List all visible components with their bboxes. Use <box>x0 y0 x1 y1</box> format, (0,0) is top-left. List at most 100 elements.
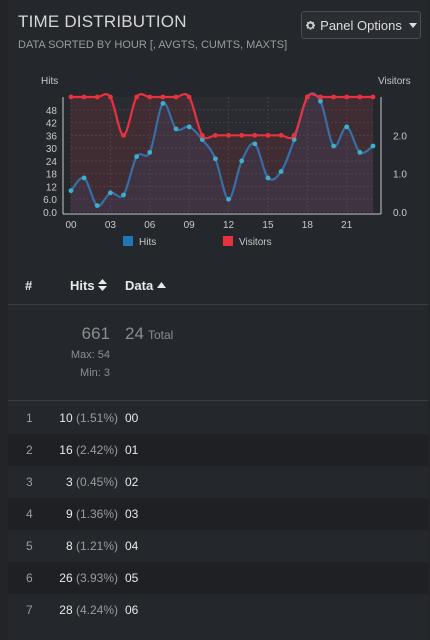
row-hits: 8 (1.21%) <box>66 539 118 553</box>
data-point-hits <box>68 188 74 194</box>
left-tick-label: 12 <box>46 182 58 193</box>
row-number: 7 <box>26 603 33 617</box>
hits-total: 661 <box>81 324 110 343</box>
row-hits: 10 (1.51%) <box>59 411 118 425</box>
row-data: 05 <box>125 571 139 585</box>
panel-options-label: Panel Options <box>320 17 402 33</box>
row-hits-value: 28 <box>59 603 73 617</box>
panel-options-button[interactable]: Panel Options <box>301 11 421 39</box>
data-point-visitors <box>265 132 271 138</box>
panel-subtitle: DATA SORTED BY HOUR [, AVGTS, CUMTS, MAX… <box>18 39 288 51</box>
left-axis-label: Hits <box>41 76 58 87</box>
series-area-visitors <box>71 94 373 212</box>
data-point-hits <box>278 169 284 174</box>
data-point-visitors <box>186 94 192 100</box>
col-hits-header[interactable]: Hits <box>70 278 108 293</box>
data-point-hits <box>344 124 350 130</box>
row-hits-value: 10 <box>59 411 73 425</box>
x-tick-label: 06 <box>144 220 156 231</box>
left-tick-label: 30 <box>46 144 58 155</box>
legend-swatch-hits <box>123 236 133 246</box>
row-hits-value: 3 <box>65 475 73 489</box>
row-hits-percent: (1.36%) <box>75 507 118 521</box>
data-point-hits <box>199 137 205 142</box>
table-summary-row: 661 Max: 54 Min: 3 24 Total <box>8 305 428 401</box>
col-data-header[interactable]: Data <box>125 278 166 293</box>
row-data: 00 <box>125 411 139 425</box>
row-hits-percent: (2.42%) <box>75 443 118 457</box>
data-point-hits <box>186 124 192 130</box>
left-tick-label: 48 <box>46 106 58 117</box>
row-number: 1 <box>26 411 33 425</box>
series-area-hits <box>71 93 373 212</box>
data-point-visitors <box>331 94 337 100</box>
data-point-visitors <box>304 94 310 100</box>
data-point-hits <box>357 149 363 155</box>
data-point-visitors <box>291 132 297 138</box>
data-point-hits <box>318 98 323 104</box>
gear-icon <box>306 20 316 30</box>
row-data: 03 <box>125 507 139 521</box>
row-data: 01 <box>125 443 139 457</box>
x-tick-label: 21 <box>341 220 353 231</box>
data-total-label: Total <box>148 328 174 342</box>
data-point-hits <box>147 149 153 155</box>
left-tick-label: 42 <box>46 119 58 130</box>
data-point-hits <box>173 126 179 132</box>
row-hits-value: 9 <box>65 507 73 521</box>
table-header: # Hits Data <box>8 268 428 305</box>
data-point-hits <box>252 141 258 147</box>
data-point-visitors <box>94 94 100 100</box>
row-number: 5 <box>26 539 33 553</box>
data-point-hits <box>226 196 231 202</box>
x-tick-label: 12 <box>223 220 235 231</box>
data-point-hits <box>160 100 166 106</box>
data-point-visitors <box>252 132 258 138</box>
row-hits: 28 (4.24%) <box>59 603 118 617</box>
left-tick-label: 0.0 <box>43 208 57 219</box>
row-hits: 3 (0.45%) <box>66 475 118 489</box>
data-point-hits <box>291 137 297 142</box>
data-point-visitors <box>357 94 363 100</box>
table-row[interactable]: 2 16 (2.42%) 01 <box>8 434 428 466</box>
row-hits: 16 (2.42%) <box>59 443 118 457</box>
row-hits-value: 26 <box>59 571 73 585</box>
left-tick-label: 6.0 <box>43 195 57 206</box>
col-data-label: Data <box>125 278 154 293</box>
plot-area <box>71 97 373 212</box>
data-point-visitors <box>134 94 140 100</box>
left-tick-label: 36 <box>46 131 58 142</box>
right-tick-label: 1.0 <box>393 170 407 181</box>
row-number: 6 <box>26 571 33 585</box>
left-tick-label: 18 <box>46 170 58 181</box>
row-data: 02 <box>125 475 139 489</box>
table-row[interactable]: 7 28 (4.24%) 06 <box>8 594 428 626</box>
data-point-visitors <box>278 132 284 138</box>
table-row[interactable]: 4 9 (1.36%) 03 <box>8 498 428 530</box>
row-hits-percent: (3.93%) <box>75 571 118 585</box>
sort-both-icon <box>98 279 108 291</box>
data-point-visitors <box>147 94 153 100</box>
table-row[interactable]: 1 10 (1.51%) 00 <box>8 402 428 434</box>
time-distribution-panel: TIME DISTRIBUTION DATA SORTED BY HOUR [,… <box>8 0 428 640</box>
table-row[interactable]: 5 8 (1.21%) 04 <box>8 530 428 562</box>
row-data: 04 <box>125 539 139 553</box>
table-row[interactable]: 6 26 (3.93%) 05 <box>8 562 428 594</box>
hits-min: Min: 3 <box>80 367 110 379</box>
data-point-hits <box>94 203 100 209</box>
row-hits-value: 16 <box>59 443 73 457</box>
data-total: 24 <box>125 324 144 343</box>
row-hits-percent: (1.21%) <box>75 539 118 553</box>
row-hits: 9 (1.36%) <box>66 507 118 521</box>
row-hits-percent: (0.45%) <box>75 475 118 489</box>
row-hits-value: 8 <box>65 539 73 553</box>
data-point-hits <box>81 175 87 181</box>
data-point-hits <box>265 175 271 181</box>
data-point-visitors <box>370 94 376 100</box>
left-tick-label: 24 <box>46 157 58 168</box>
data-point-visitors <box>173 94 179 100</box>
data-point-visitors <box>68 94 74 100</box>
right-tick-label: 2.0 <box>393 131 407 142</box>
row-data: 06 <box>125 603 139 617</box>
